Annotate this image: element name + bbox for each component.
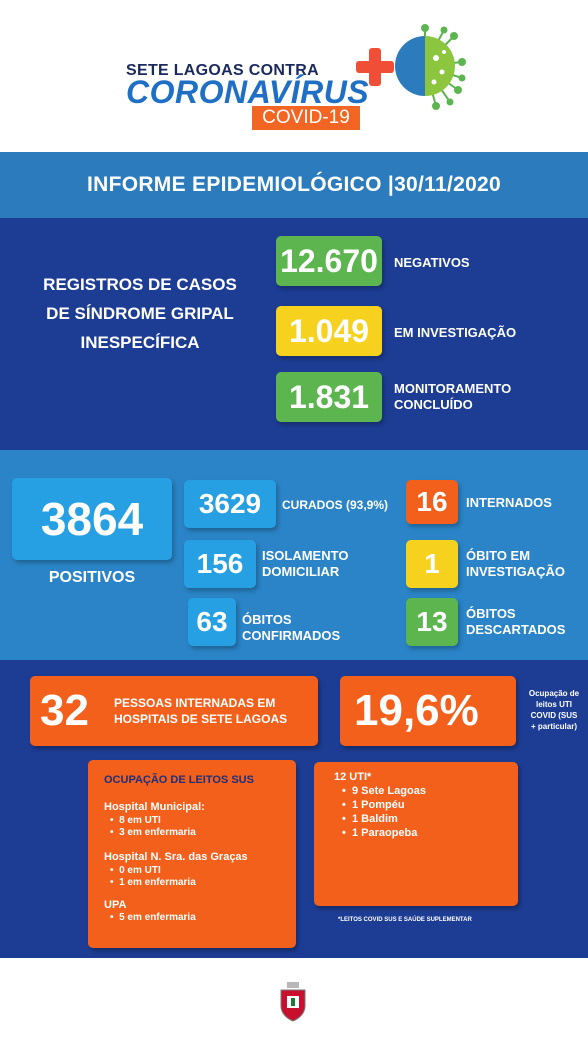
uti-title: 12 UTI* — [334, 771, 372, 783]
obitos-descartados-box: 13 — [406, 598, 458, 646]
internadas-value: 32 — [40, 686, 89, 735]
isolamento-value: 156 — [196, 548, 244, 579]
obitos-descartados-value: 13 — [416, 606, 448, 637]
obitos-value: 63 — [196, 606, 228, 637]
ocupacao-uti-label-4: + particular) — [530, 722, 577, 731]
title-band — [0, 152, 588, 218]
obitos-label-2: CONFIRMADOS — [242, 628, 341, 643]
internados-label: INTERNADOS — [466, 495, 552, 510]
hm-item-2-text: 3 em enfermaria — [119, 827, 196, 838]
sus-title: OCUPAÇÃO DE LEITOS SUS — [104, 774, 254, 786]
upa-item-1-text: 5 em enfermaria — [119, 912, 196, 923]
internados-box: 16 — [406, 480, 458, 524]
obitos-label-1: ÓBITOS — [242, 612, 292, 627]
virus-icon — [395, 24, 466, 110]
uti-item-1-text: 9 Sete Lagoas — [351, 785, 426, 797]
header: SETE LAGOAS CONTRA CORONAVÍRUS COVID-19 — [0, 0, 588, 152]
negativos-value: 12.670 — [280, 243, 378, 279]
ocupacao-uti-label: Ocupação de leitos UTI COVID (SUS + part… — [522, 688, 586, 732]
hm-item-1: • 8 em UTI — [110, 815, 161, 826]
curados-label: CURADOS (93,9%) — [282, 498, 389, 512]
hm-item-2: • 3 em enfermaria — [110, 827, 196, 838]
sindrome-label: REGISTROS DE CASOS DE SÍNDROME GRIPAL IN… — [43, 275, 237, 352]
ocupacao-uti-label-2: leitos UTI — [535, 700, 572, 709]
curados-value: 3629 — [198, 488, 262, 519]
obitos-descartados-label-1: ÓBITOS — [466, 606, 516, 621]
ocupacao-uti-value: 19,6% — [354, 686, 479, 735]
negativos-box: 12.670 — [276, 236, 382, 286]
plus-icon — [356, 48, 394, 86]
uti-footnote: *LEITOS COVID SUS E SAÚDE SUPLEMENTAR — [338, 917, 472, 923]
hng-item-1: • 0 em UTI — [110, 865, 161, 876]
positivos-label: POSITIVOS — [48, 569, 136, 586]
hng-item-1-text: 0 em UTI — [119, 865, 161, 876]
logo-covid-badge: COVID-19 — [252, 106, 360, 130]
ocupacao-uti-panel: 19,6% — [340, 676, 516, 746]
logo-main-text: CORONAVÍRUS — [126, 74, 370, 110]
ocupacao-uti-label-1: Ocupação de — [528, 689, 580, 698]
obito-investigacao-value: 1 — [424, 548, 440, 579]
upa-item-1: • 5 em enfermaria — [110, 912, 196, 923]
sus-panel: OCUPAÇÃO DE LEITOS SUS Hospital Municipa… — [88, 760, 296, 948]
obitos-box: 63 — [188, 598, 236, 646]
internadas-label-2: HOSPITAIS DE SETE LAGOAS — [114, 712, 288, 726]
internadas-label-1: PESSOAS INTERNADAS EM — [114, 696, 276, 710]
negativos-label: NEGATIVOS — [394, 255, 470, 270]
monitoramento-box: 1.831 — [276, 372, 382, 422]
investigacao-box: 1.049 — [276, 306, 382, 356]
isolamento-label-1: ISOLAMENTO — [262, 548, 349, 563]
uti-item-3-text: 1 Baldim — [351, 813, 398, 825]
monitoramento-value: 1.831 — [288, 379, 370, 415]
hm-title: Hospital Municipal: — [104, 801, 205, 813]
curados-box: 3629 — [184, 480, 276, 528]
logo-top-text: SETE LAGOAS CONTRA — [126, 62, 319, 79]
upa-title: UPA — [104, 899, 127, 911]
uti-item-2-text: 1 Pompéu — [351, 799, 405, 811]
hng-item-2-text: 1 em enfermaria — [119, 877, 196, 888]
uti-item-3: • 1 Baldim — [342, 813, 398, 825]
hng-item-2: • 1 em enfermaria — [110, 877, 196, 888]
positivos-box: 3864 — [12, 478, 172, 560]
investigacao-value: 1.049 — [288, 313, 370, 349]
obitos-descartados-label-2: DESCARTADOS — [466, 622, 566, 637]
uti-item-4-text: 1 Paraopeba — [351, 827, 418, 839]
uti-panel: 12 UTI* • 9 Sete Lagoas • 1 Pompéu • 1 B… — [314, 762, 518, 906]
obito-investigacao-label-1: ÓBITO EM — [466, 548, 531, 563]
city-crest-icon — [280, 982, 306, 1022]
monitoramento-label-2: CONCLUÍDO — [394, 397, 473, 412]
investigacao-label: EM INVESTIGAÇÃO — [394, 325, 517, 340]
hm-item-1-text: 8 em UTI — [119, 815, 161, 826]
uti-item-2: • 1 Pompéu — [342, 799, 405, 811]
uti-item-4: • 1 Paraopeba — [342, 827, 418, 839]
uti-item-1: • 9 Sete Lagoas — [342, 785, 426, 797]
internados-value: 16 — [416, 486, 448, 517]
isolamento-box: 156 — [184, 540, 256, 588]
isolamento-label-2: DOMICILIAR — [262, 564, 340, 579]
obito-investigacao-box: 1 — [406, 540, 458, 588]
obito-investigacao-label-2: INVESTIGAÇÃO — [466, 564, 565, 579]
monitoramento-label-1: MONITORAMENTO — [394, 381, 512, 396]
hng-title: Hospital N. Sra. das Graças — [104, 851, 248, 863]
positivos-value: 3864 — [40, 493, 144, 545]
internadas-panel: 32 PESSOAS INTERNADAS EM HOSPITAIS DE SE… — [30, 676, 318, 746]
page-title: INFORME EPIDEMIOLÓGICO |30/11/2020 — [86, 173, 502, 196]
ocupacao-uti-label-3: COVID (SUS — [530, 711, 578, 720]
